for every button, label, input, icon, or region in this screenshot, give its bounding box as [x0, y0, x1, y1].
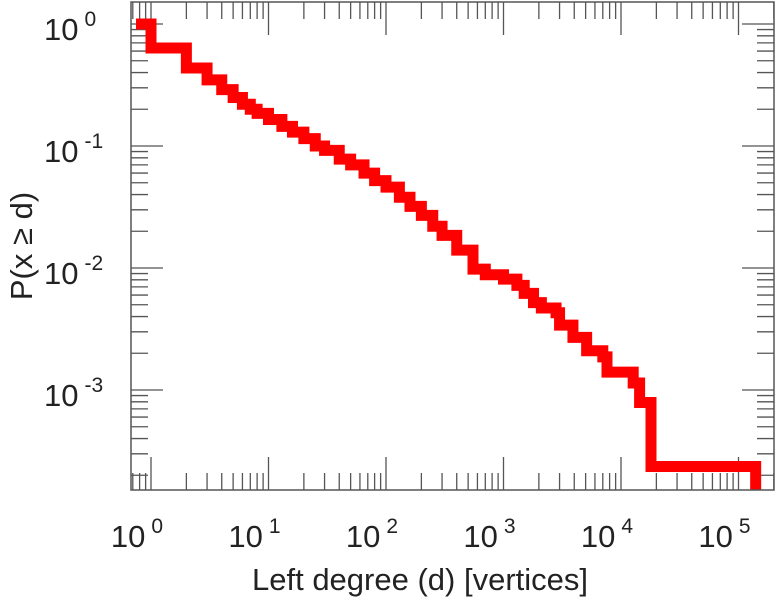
- x-tick-labels: 10 0 10 1 10 2 10 3 10 4 10 5: [111, 515, 751, 554]
- y-tick-label: 10 0: [44, 8, 96, 47]
- x-tick-label: 10 0: [111, 515, 163, 554]
- x-tick-label: 10 1: [228, 515, 280, 554]
- series-line-left-degree: [136, 18, 762, 490]
- x-axis-label: Left degree (d) [vertices]: [252, 562, 588, 597]
- x-tick-label: 10 3: [463, 515, 515, 554]
- x-tick-label: 10 2: [346, 515, 398, 554]
- y-tick-label: 10 -1: [44, 130, 103, 169]
- y-tick-label: 10 -3: [44, 374, 103, 413]
- plot-frame: [130, 1, 775, 491]
- y-axis-label: P(x ≥ d): [4, 192, 39, 300]
- axis-ticks: [131, 2, 775, 490]
- x-tick-label: 10 4: [581, 515, 633, 554]
- x-tick-label: 10 5: [698, 515, 750, 554]
- y-tick-label: 10 -2: [44, 252, 103, 291]
